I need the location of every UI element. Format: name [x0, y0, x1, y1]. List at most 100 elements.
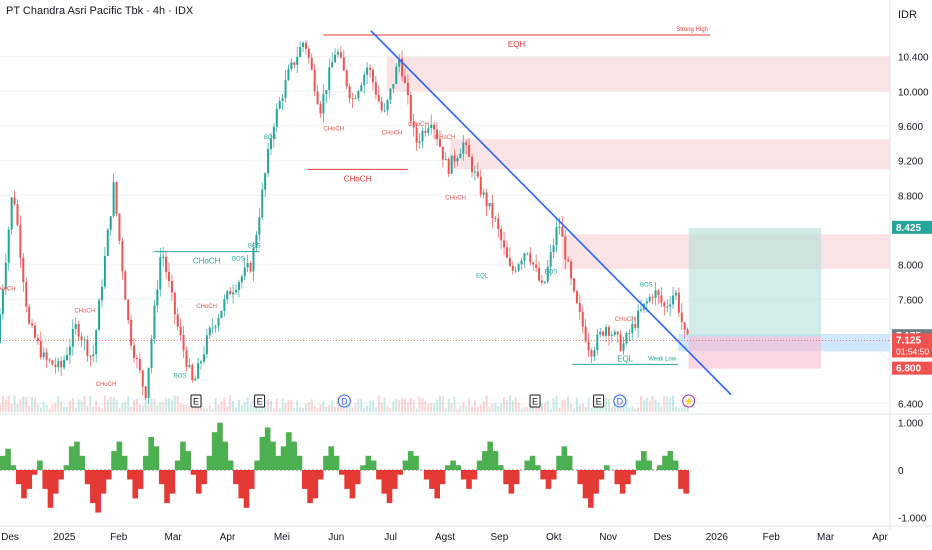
- time-tick-label: Okt: [546, 532, 562, 543]
- candle-body: [634, 324, 637, 328]
- candle-body: [666, 306, 669, 308]
- volume-bar: [535, 404, 538, 412]
- osc-bar: [10, 465, 17, 470]
- price-tick-label: 10.000: [898, 87, 929, 98]
- osc-bar: [429, 470, 435, 489]
- osc-bar: [439, 470, 446, 485]
- candle-body: [459, 153, 462, 159]
- osc-bar: [5, 448, 11, 470]
- candle-body: [334, 54, 337, 63]
- osc-bar: [301, 470, 308, 489]
- candle-body: [505, 247, 508, 258]
- structure-label: EQH: [508, 40, 526, 49]
- volume-bar: [677, 408, 680, 412]
- candle-body: [447, 159, 450, 174]
- osc-bar: [137, 470, 144, 489]
- volume-bar: [567, 396, 570, 412]
- volume-bar: [302, 408, 305, 412]
- candle-body: [66, 354, 69, 360]
- candle-body: [39, 341, 42, 358]
- candle-body: [115, 182, 118, 214]
- volume-bar: [369, 401, 372, 412]
- volume-bar: [607, 398, 610, 412]
- price-marker: [892, 333, 932, 358]
- candle-body: [669, 304, 672, 307]
- volume-bar: [648, 400, 651, 412]
- candle-body: [33, 325, 36, 338]
- candle-body: [214, 326, 217, 328]
- volume-bar: [287, 400, 290, 412]
- volume-bar: [176, 396, 179, 412]
- volume-bar: [572, 408, 575, 412]
- candle-body: [348, 86, 351, 99]
- volume-bar: [159, 402, 162, 412]
- candle-body: [622, 343, 625, 351]
- candle-body: [637, 310, 640, 328]
- osc-bar: [328, 446, 335, 470]
- osc-bar: [529, 455, 536, 470]
- candle-body: [293, 62, 296, 65]
- candle-body: [7, 229, 10, 263]
- candle-body: [86, 339, 89, 356]
- volume-bar: [205, 408, 208, 412]
- osc-bar: [254, 460, 260, 470]
- volume-bar: [109, 396, 112, 412]
- candle-body: [564, 236, 567, 260]
- price-tick-label: 9.600: [898, 122, 923, 133]
- candle-body: [476, 171, 479, 177]
- volume-bar: [264, 406, 267, 412]
- candle-body: [529, 253, 532, 263]
- candle-body: [200, 361, 203, 364]
- volume-bar: [663, 396, 666, 412]
- volume-bar: [651, 396, 654, 412]
- candle-body: [511, 265, 514, 271]
- volume-bar: [284, 403, 287, 412]
- time-tick-label: Feb: [110, 532, 128, 543]
- candle-body: [173, 292, 176, 315]
- volume-bar: [173, 395, 176, 412]
- candle-body: [613, 331, 616, 335]
- candle-body: [240, 276, 243, 283]
- candle-body: [179, 326, 182, 336]
- structure-label: CHoCH: [193, 257, 221, 266]
- structure-annotation: CHoCH: [408, 122, 429, 128]
- target-zone: [688, 227, 822, 337]
- candle-body: [153, 305, 156, 340]
- volume-bar: [98, 406, 101, 412]
- candle-body: [424, 130, 427, 133]
- osc-bar: [270, 441, 276, 470]
- osc-bar: [21, 470, 27, 499]
- candles: [0, 40, 689, 405]
- volume-bar: [637, 407, 640, 412]
- symbol-title[interactable]: PT Chandra Asri Pacific Tbk · 4h · IDX: [6, 5, 194, 17]
- time-tick-label: Agst: [435, 532, 455, 543]
- osc-bar: [497, 465, 504, 470]
- time-tick-label: Mar: [165, 532, 183, 543]
- candle-body: [60, 361, 63, 368]
- volume-bar: [10, 403, 13, 412]
- candle-body: [395, 66, 398, 84]
- volume-bar: [28, 405, 31, 412]
- volume-bar: [269, 400, 272, 412]
- volume-bar: [89, 395, 92, 412]
- event-marker-label: E: [596, 397, 602, 407]
- volume-bar: [640, 395, 643, 412]
- volume-bar: [124, 401, 127, 412]
- osc-bar: [222, 441, 229, 470]
- candle-body: [535, 264, 538, 268]
- volume-bar: [336, 396, 339, 412]
- event-marker-label: E: [193, 397, 199, 407]
- event-marker-bg: [254, 394, 266, 408]
- candle-body: [654, 290, 657, 298]
- osc-bar: [132, 470, 139, 499]
- volume-bar: [561, 400, 564, 412]
- osc-bar: [111, 451, 117, 470]
- osc-bar: [307, 470, 313, 504]
- currency-label[interactable]: IDR: [898, 9, 917, 21]
- osc-bar: [164, 470, 170, 504]
- volume-bar: [54, 402, 57, 412]
- candle-body: [19, 225, 22, 258]
- candle-body: [159, 257, 162, 290]
